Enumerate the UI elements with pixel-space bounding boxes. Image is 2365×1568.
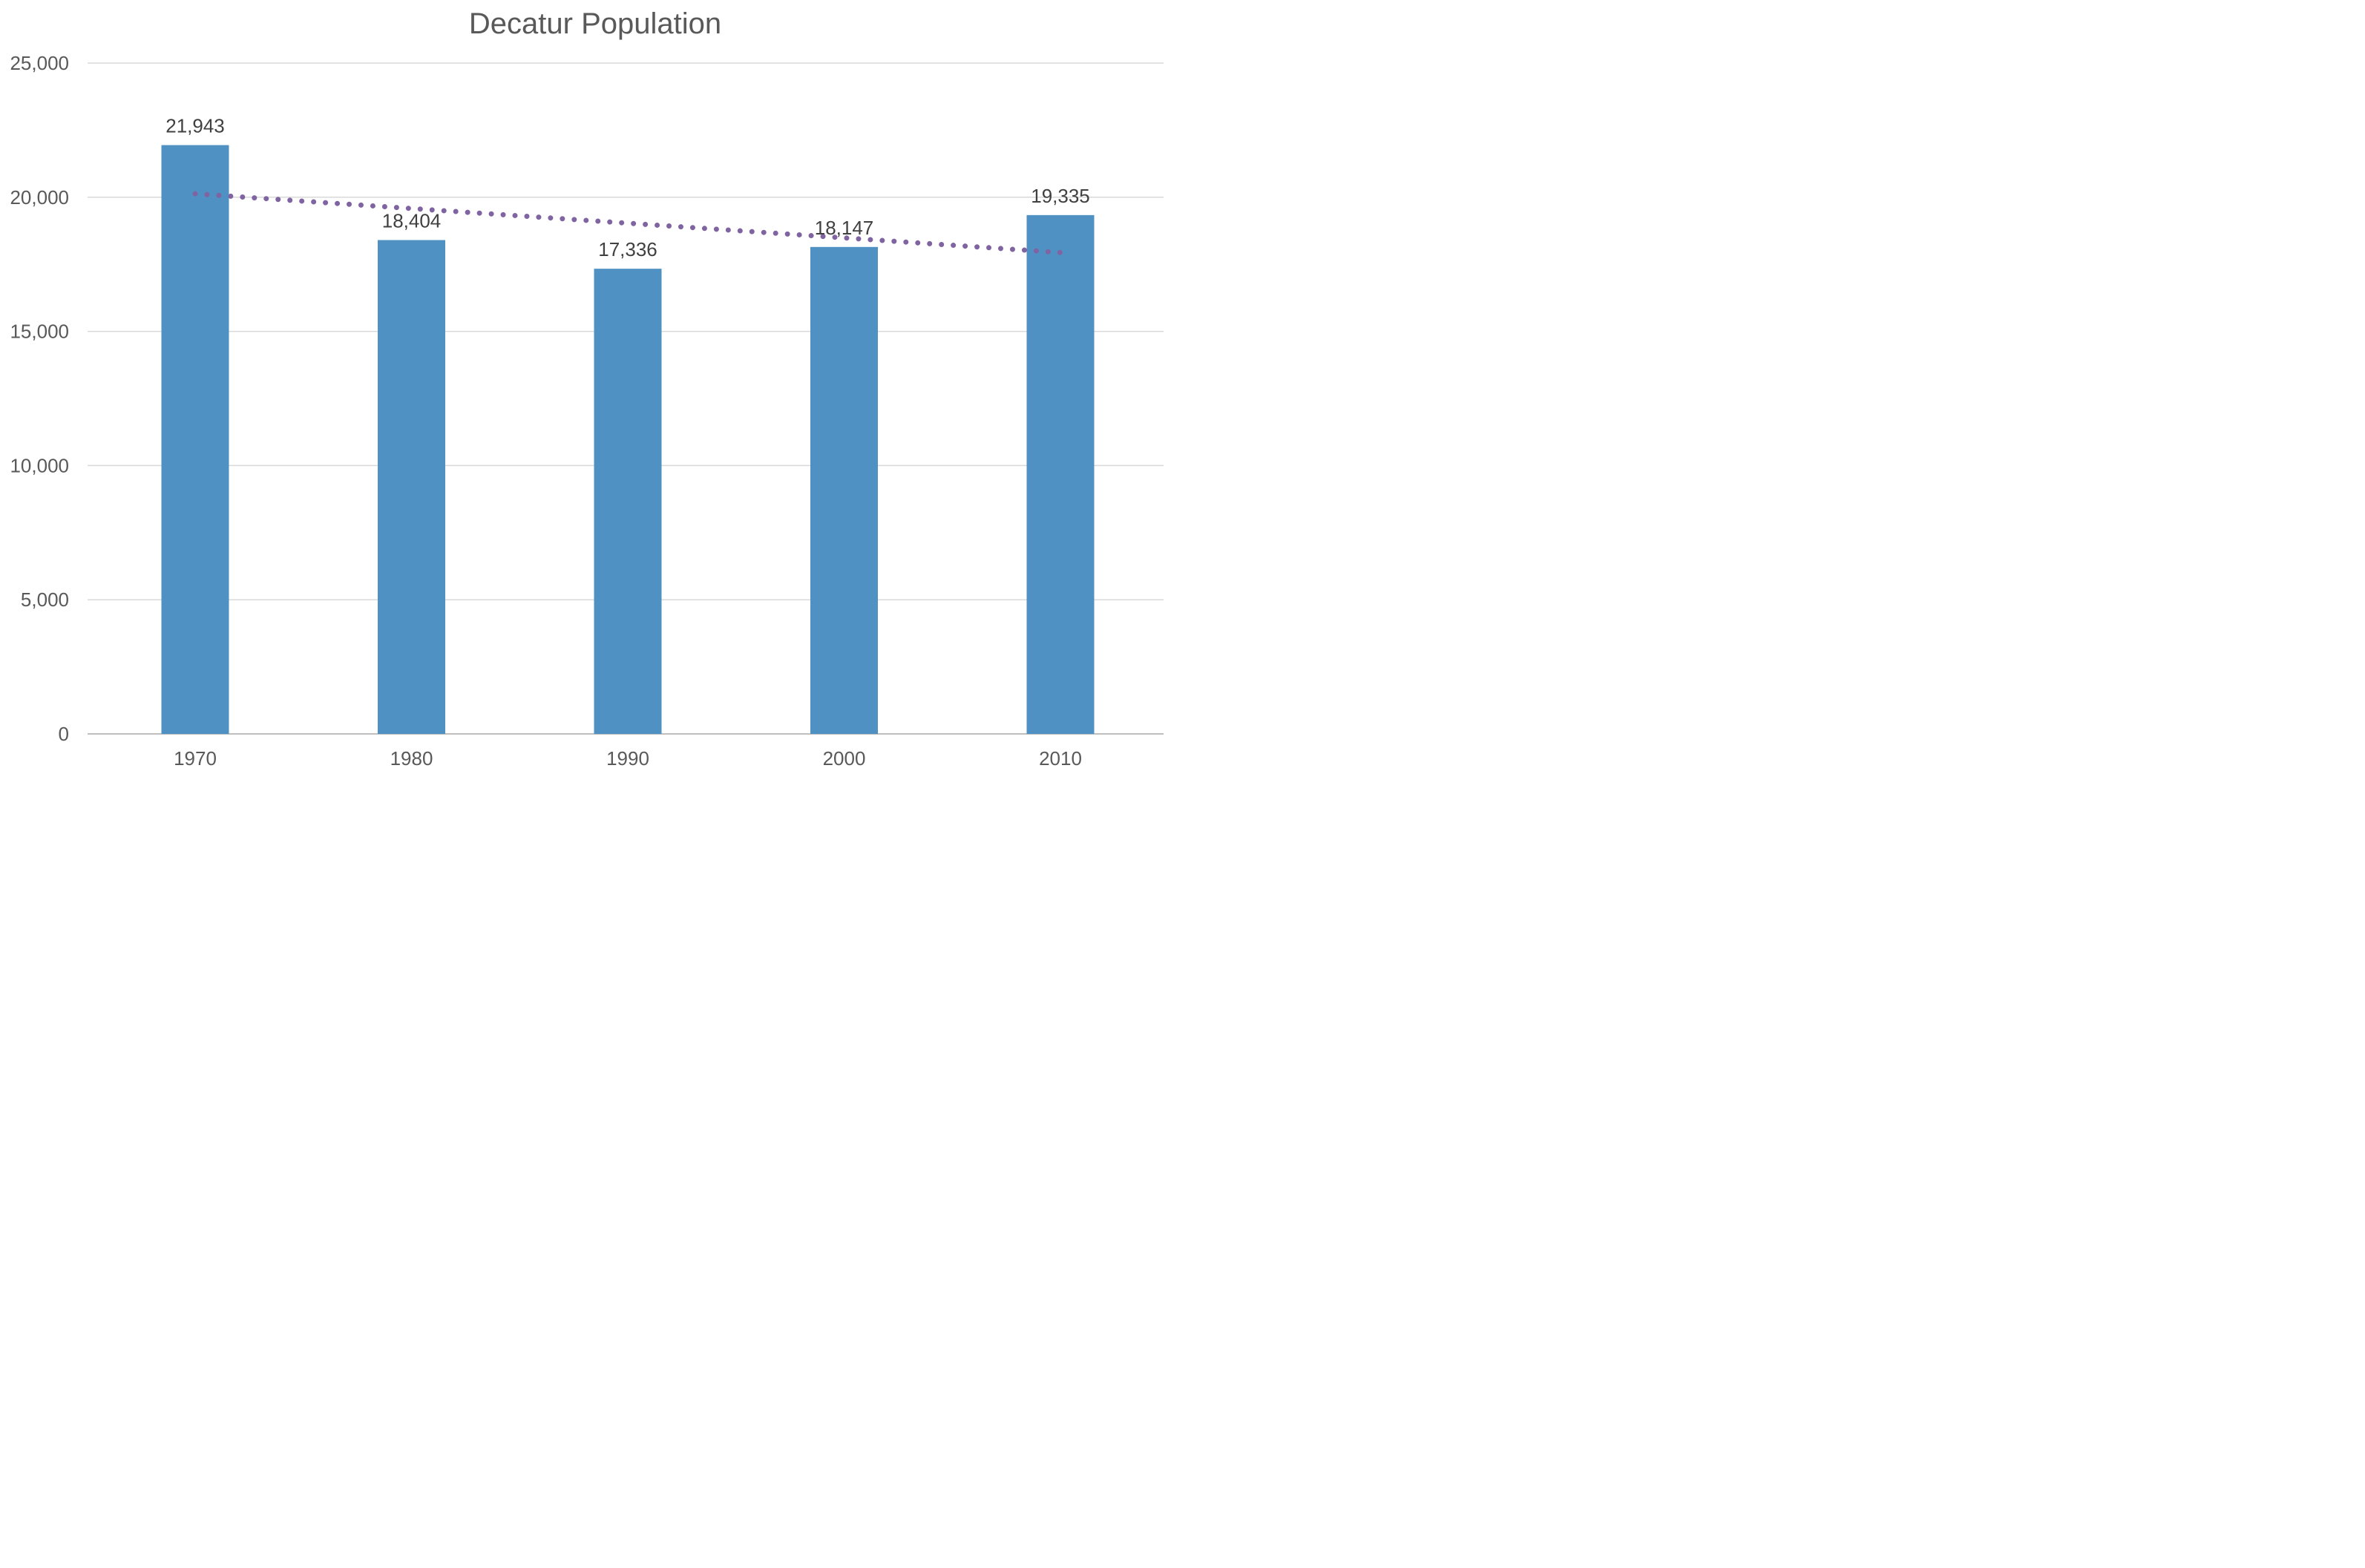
y-tick-label: 25,000	[10, 52, 69, 74]
data-label-1970: 21,943	[165, 115, 225, 137]
x-tick-label-1980: 1980	[390, 747, 433, 770]
x-tick-label-2010: 2010	[1039, 747, 1082, 770]
bar-1980	[378, 240, 445, 734]
trendline	[192, 191, 1063, 255]
bar-1970	[161, 145, 229, 734]
trendline-path	[192, 191, 1063, 255]
data-label-2000: 18,147	[815, 217, 874, 239]
y-axis-tick-labels: 0 5,000 10,000 15,000 20,000 25,000	[10, 52, 69, 745]
y-tick-label: 5,000	[21, 588, 69, 611]
bar-2000	[810, 246, 878, 735]
y-tick-label: 10,000	[10, 454, 69, 476]
x-axis-tick-labels: 1970 1980 1990 2000 2010	[174, 747, 1082, 770]
data-label-1980: 18,404	[382, 210, 442, 232]
data-label-1990: 17,336	[598, 238, 657, 260]
bars	[161, 145, 1095, 735]
y-tick-label: 15,000	[10, 321, 69, 343]
x-tick-label-1990: 1990	[606, 747, 649, 770]
data-label-2010: 19,335	[1031, 185, 1090, 207]
bar-2010	[1026, 214, 1095, 734]
data-labels: 21,943 18,404 17,336 18,147 19,335	[165, 115, 1090, 261]
chart-title: Decatur Population	[469, 7, 721, 40]
x-tick-label-1970: 1970	[174, 747, 217, 770]
x-tick-label-2000: 2000	[823, 747, 866, 770]
y-tick-label: 20,000	[10, 186, 69, 209]
chart: Decatur Population 0 5,000 10,000 15,000 20,…	[10, 7, 1164, 770]
y-tick-label: 0	[59, 723, 69, 745]
bar-1990	[594, 269, 662, 734]
